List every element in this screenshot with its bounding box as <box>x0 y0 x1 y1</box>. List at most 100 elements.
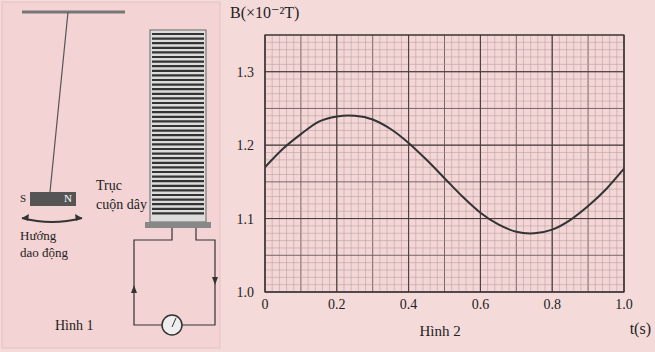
y-tick-label: 1.1 <box>237 212 255 227</box>
y-tick-label: 1.3 <box>237 65 255 80</box>
galvanometer <box>162 315 182 335</box>
coil-turn <box>152 171 204 173</box>
minor-grid <box>265 145 624 146</box>
minor-grid <box>265 86 624 87</box>
minor-grid <box>552 35 553 292</box>
minor-grid <box>480 35 481 292</box>
coil-turn <box>152 37 204 39</box>
minor-grid <box>343 35 344 292</box>
line-series <box>265 116 624 234</box>
minor-grid <box>265 93 624 94</box>
coil-turn <box>152 143 204 145</box>
y-axis-label: B(×10⁻²T) <box>230 4 299 22</box>
coil-frame <box>150 30 206 222</box>
coil-turn <box>152 70 204 72</box>
minor-grid <box>265 225 624 226</box>
minor-grid <box>293 35 294 292</box>
minor-grid <box>372 35 373 292</box>
minor-grid <box>537 35 538 292</box>
minor-grid <box>509 35 510 292</box>
grid-line-y <box>265 145 624 146</box>
minor-grid <box>394 35 395 292</box>
coil-turn <box>152 194 204 196</box>
minor-grid <box>279 35 280 292</box>
coil-turn <box>152 208 204 210</box>
coil-turn <box>152 88 204 90</box>
coil-turn <box>152 180 204 182</box>
coil-turn <box>152 148 204 150</box>
coil-label: Trục <box>96 178 122 193</box>
coil-turn <box>152 65 204 67</box>
coil-turn <box>152 33 204 35</box>
minor-grid <box>588 35 589 292</box>
minor-grid <box>487 35 488 292</box>
grid <box>265 35 624 292</box>
minor-grid <box>265 159 624 160</box>
minor-grid <box>308 35 309 292</box>
coil-turn <box>152 56 204 58</box>
minor-grid <box>265 174 624 175</box>
x-tick-label: 0.6 <box>472 297 490 312</box>
minor-grid <box>351 35 352 292</box>
minor-grid <box>444 35 445 292</box>
motion-arrow <box>22 218 82 222</box>
minor-grid <box>609 35 610 292</box>
coil-turn <box>152 111 204 113</box>
coil-turn <box>152 157 204 159</box>
coil-turn <box>152 102 204 104</box>
minor-grid <box>265 49 624 50</box>
grid-line-x <box>336 35 337 292</box>
minor-grid <box>358 35 359 292</box>
minor-grid <box>265 108 624 109</box>
coil-turn <box>152 93 204 95</box>
y-tick-label: 1.2 <box>237 138 255 153</box>
coil-turn <box>152 74 204 76</box>
minor-grid <box>466 35 467 292</box>
minor-grid <box>286 35 287 292</box>
coil-turn <box>152 83 204 85</box>
motion-label: dao động <box>20 245 69 260</box>
coil-turn <box>152 97 204 99</box>
minor-grid <box>265 167 624 168</box>
coil-turn <box>152 212 204 214</box>
coil-turn <box>152 185 204 187</box>
minor-grid <box>300 35 301 292</box>
x-axis-label: t(s) <box>630 320 651 338</box>
minor-grid <box>530 35 531 292</box>
minor-grid <box>265 152 624 153</box>
minor-grid <box>265 196 624 197</box>
x-tick-label: 0 <box>262 297 269 312</box>
coil-turn <box>152 47 204 49</box>
minor-grid <box>501 35 502 292</box>
coil-turn <box>152 120 204 122</box>
coil-turn <box>152 106 204 108</box>
coil-turn <box>152 60 204 62</box>
panel-1 <box>2 2 220 348</box>
coil-label: cuộn dây <box>96 197 147 212</box>
minor-grid <box>265 211 624 212</box>
minor-grid <box>265 71 624 72</box>
plot-frame <box>265 35 624 292</box>
grid-line-x <box>552 35 553 292</box>
coil-base <box>145 222 211 228</box>
grid-line-y <box>265 71 624 72</box>
minor-grid <box>315 35 316 292</box>
caption-2: Hình 2 <box>419 323 460 339</box>
minor-grid <box>458 35 459 292</box>
circuit-wire <box>134 228 215 325</box>
minor-grid <box>379 35 380 292</box>
string <box>50 12 68 192</box>
x-tick-label: 0.2 <box>328 297 346 312</box>
coil-turn <box>152 162 204 164</box>
pole-s: S <box>20 192 26 204</box>
galvanometer-needle <box>172 318 176 327</box>
minor-grid <box>595 35 596 292</box>
minor-grid <box>437 35 438 292</box>
coil-turn <box>152 51 204 53</box>
minor-grid <box>265 181 624 182</box>
minor-grid <box>559 35 560 292</box>
minor-grid <box>265 64 624 65</box>
coil-turn <box>152 203 204 205</box>
minor-grid <box>523 35 524 292</box>
minor-grid <box>265 79 624 80</box>
